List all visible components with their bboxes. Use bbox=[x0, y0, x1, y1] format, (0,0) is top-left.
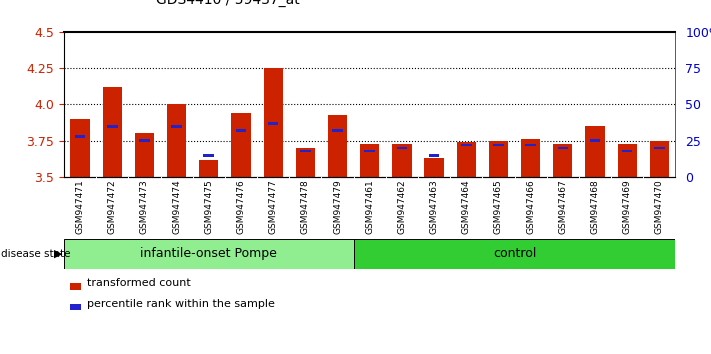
Bar bbox=[365, 150, 375, 152]
Bar bbox=[589, 139, 600, 142]
Bar bbox=[231, 113, 251, 177]
Text: transformed count: transformed count bbox=[87, 278, 191, 288]
Bar bbox=[139, 139, 150, 142]
Bar bbox=[553, 144, 572, 177]
Bar bbox=[397, 147, 407, 149]
Bar bbox=[199, 160, 218, 177]
Bar bbox=[424, 158, 444, 177]
Bar bbox=[525, 144, 536, 146]
Text: GSM947469: GSM947469 bbox=[623, 179, 631, 234]
Bar bbox=[203, 154, 214, 156]
Text: GSM947461: GSM947461 bbox=[365, 179, 374, 234]
Text: percentile rank within the sample: percentile rank within the sample bbox=[87, 298, 275, 309]
Bar bbox=[618, 144, 637, 177]
Bar bbox=[167, 104, 186, 177]
Text: GSM947463: GSM947463 bbox=[429, 179, 439, 234]
Bar bbox=[654, 147, 665, 149]
Bar bbox=[328, 115, 347, 177]
Bar bbox=[171, 125, 182, 127]
Bar bbox=[268, 122, 279, 125]
Bar bbox=[622, 150, 633, 152]
Bar bbox=[264, 68, 283, 177]
Text: GDS4410 / 59437_at: GDS4410 / 59437_at bbox=[156, 0, 300, 7]
Bar bbox=[429, 154, 439, 156]
Text: GSM947472: GSM947472 bbox=[108, 179, 117, 234]
Text: GSM947462: GSM947462 bbox=[397, 179, 407, 234]
Bar bbox=[392, 144, 412, 177]
Bar bbox=[557, 147, 568, 149]
Bar bbox=[235, 129, 246, 132]
Bar bbox=[488, 141, 508, 177]
Text: GSM947477: GSM947477 bbox=[269, 179, 278, 234]
Text: GSM947467: GSM947467 bbox=[558, 179, 567, 234]
Text: GSM947470: GSM947470 bbox=[655, 179, 664, 234]
Text: GSM947464: GSM947464 bbox=[461, 179, 471, 234]
Bar bbox=[75, 135, 85, 138]
Text: GSM947478: GSM947478 bbox=[301, 179, 310, 234]
Bar bbox=[296, 148, 315, 177]
Text: GSM947468: GSM947468 bbox=[591, 179, 599, 234]
Bar bbox=[300, 150, 311, 152]
Bar bbox=[135, 133, 154, 177]
FancyBboxPatch shape bbox=[353, 239, 675, 269]
Text: GSM947465: GSM947465 bbox=[494, 179, 503, 234]
Bar bbox=[70, 304, 81, 310]
Bar bbox=[456, 142, 476, 177]
Text: GSM947473: GSM947473 bbox=[140, 179, 149, 234]
Text: infantile-onset Pompe: infantile-onset Pompe bbox=[140, 247, 277, 261]
Bar bbox=[332, 129, 343, 132]
Bar bbox=[521, 139, 540, 177]
Text: GSM947466: GSM947466 bbox=[526, 179, 535, 234]
Text: GSM947475: GSM947475 bbox=[204, 179, 213, 234]
Text: ▶: ▶ bbox=[54, 249, 63, 259]
Text: GSM947474: GSM947474 bbox=[172, 179, 181, 234]
Text: control: control bbox=[493, 247, 536, 261]
FancyBboxPatch shape bbox=[64, 239, 353, 269]
Bar bbox=[70, 119, 90, 177]
Bar bbox=[461, 144, 471, 146]
Text: GSM947479: GSM947479 bbox=[333, 179, 342, 234]
Bar bbox=[70, 283, 81, 290]
Bar bbox=[107, 125, 117, 127]
Bar bbox=[102, 87, 122, 177]
Bar bbox=[585, 126, 604, 177]
Text: GSM947476: GSM947476 bbox=[237, 179, 245, 234]
Text: GSM947471: GSM947471 bbox=[75, 179, 85, 234]
Bar bbox=[493, 144, 504, 146]
Text: disease state: disease state bbox=[1, 249, 71, 259]
Bar bbox=[650, 141, 669, 177]
Bar bbox=[360, 144, 380, 177]
